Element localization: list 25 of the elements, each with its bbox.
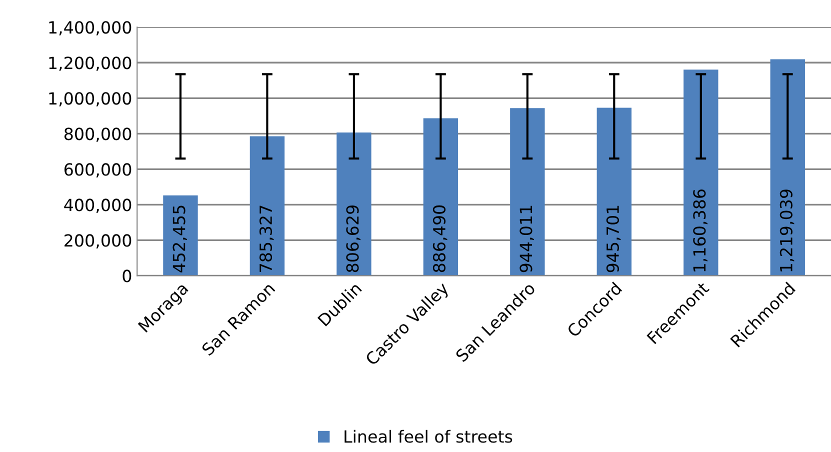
data-label: 886,490 [432, 205, 448, 272]
data-label: 806,629 [346, 205, 360, 272]
data-label: 452,455 [172, 206, 188, 272]
data-label: 944,011 [520, 206, 534, 272]
bar [163, 195, 198, 276]
y-tick-label: 400,000 [64, 198, 132, 213]
y-tick-label: 800,000 [64, 128, 132, 142]
data-label: 1,219,039 [780, 190, 794, 272]
data-label: 945,701 [606, 206, 621, 272]
data-label: 1,160,386 [693, 189, 708, 272]
y-tick-label: 1,000,000 [49, 92, 132, 106]
bar [250, 136, 285, 276]
bar [336, 132, 372, 276]
y-tick-label: 600,000 [64, 163, 132, 178]
y-tick-label: 0 [122, 270, 132, 282]
y-tick-label: 1,200,000 [49, 56, 132, 71]
y-tick-label: 1,400,000 [49, 21, 132, 36]
legend-label: Lineal feel of streets [344, 430, 512, 443]
bar [423, 118, 458, 276]
bar [510, 108, 545, 276]
data-label: 785,327 [259, 206, 274, 272]
bar [770, 59, 805, 276]
bar [596, 108, 632, 276]
y-tick-label: 200,000 [64, 234, 132, 248]
bar [684, 70, 718, 276]
